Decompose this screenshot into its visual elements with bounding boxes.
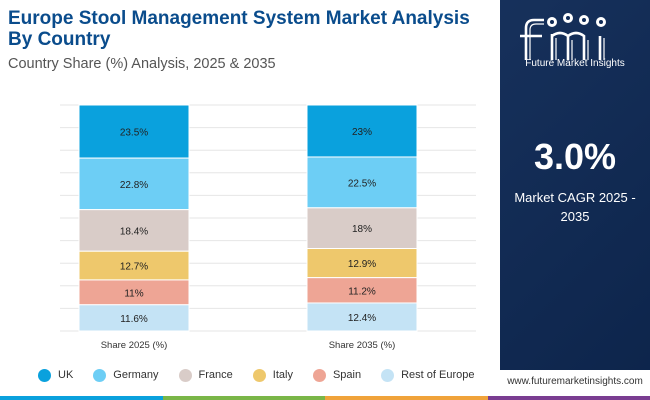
data-label: 22.5% xyxy=(348,178,376,189)
bar-segment-spain-2 xyxy=(306,277,418,304)
data-label: 23.5% xyxy=(120,128,148,139)
sidebar-panel: Future Market Insights 3.0% Market CAGR … xyxy=(500,0,650,370)
bar-segment-uk-2 xyxy=(306,104,418,158)
chart-legend: UK Germany France Italy Spain Rest of Europe xyxy=(38,366,494,384)
legend-item-germany: Germany xyxy=(93,368,159,382)
legend-item-italy: Italy xyxy=(252,368,293,382)
legend-item-uk: UK xyxy=(38,368,74,382)
data-label: 11% xyxy=(124,288,143,299)
logo-text: Future Market Insights xyxy=(525,58,625,69)
website-link[interactable]: www.futuremarketinsights.com xyxy=(507,376,643,387)
fmi-logo-icon xyxy=(520,13,606,60)
bar-segment-rest-of-europe-2 xyxy=(306,302,418,332)
x-tick-label: Share 2025 (%) xyxy=(101,340,168,351)
data-label: 23% xyxy=(352,127,372,138)
legend-item-rest-of-europe: Rest of Europe xyxy=(381,368,475,382)
legend-swatch xyxy=(93,368,107,382)
legend-label: Spain xyxy=(332,369,362,381)
page-subtitle: Country Share (%) Analysis, 2025 & 2035 xyxy=(8,56,276,72)
data-label: 18.4% xyxy=(120,226,148,237)
legend-label: Italy xyxy=(272,369,293,381)
legend-swatch xyxy=(178,368,192,382)
data-label: 11.6% xyxy=(120,314,148,325)
bar-segment-france-2 xyxy=(306,207,418,250)
bar-segment-rest-of-europe-1 xyxy=(78,304,190,332)
x-tick-label: Share 2035 (%) xyxy=(329,340,396,351)
legend-label: Germany xyxy=(113,369,159,381)
legend-item-spain: Spain xyxy=(312,368,362,382)
legend-item-france: France xyxy=(178,368,233,382)
data-label: 11.2% xyxy=(348,286,376,297)
legend-label: Rest of Europe xyxy=(401,369,475,381)
legend-swatch xyxy=(312,368,326,382)
footer-line-segment xyxy=(162,396,325,400)
bar-segment-spain-1 xyxy=(78,279,190,306)
footer-line-segment xyxy=(325,396,488,400)
data-label: 18% xyxy=(352,224,372,235)
bar-segment-italy-1 xyxy=(78,250,190,281)
legend-label: France xyxy=(198,369,233,381)
footer-line-segment xyxy=(0,396,163,400)
stacked-bar-chart: 23.5% 22.8% 18.4% 12.7% 11% 11.6% Share 2025 (… xyxy=(60,104,476,351)
legend-label: UK xyxy=(58,369,74,381)
legend-swatch xyxy=(381,368,395,382)
footer-line-segment xyxy=(487,396,650,400)
cagr-label: Market CAGR 2025 - 2035 xyxy=(514,190,636,224)
bar-segment-italy-2 xyxy=(306,248,418,279)
cagr-value: 3.0% xyxy=(533,136,617,177)
footer-color-line xyxy=(0,396,650,400)
data-label: 12.7% xyxy=(120,262,148,273)
page-title: Europe Stool Management System Market An… xyxy=(8,8,470,50)
data-label: 12.9% xyxy=(348,259,376,270)
legend-swatch xyxy=(252,368,266,382)
data-label: 22.8% xyxy=(120,180,148,191)
legend-swatch xyxy=(38,368,51,382)
data-label: 12.4% xyxy=(348,313,376,324)
